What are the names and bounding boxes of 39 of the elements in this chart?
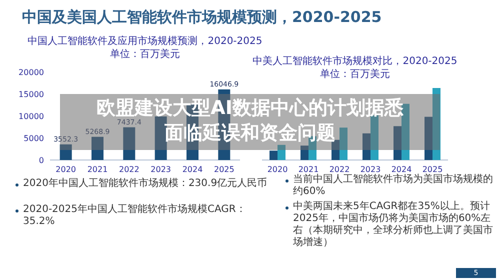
chart-subtitle: 单位：百万美元 [320, 68, 390, 80]
bar [123, 127, 136, 160]
chart-subtitle: 单位：百万美元 [110, 48, 180, 60]
bar [432, 88, 440, 160]
bar [402, 104, 410, 160]
text: 2020-2025年中国人工智能软件市场规模CAGR：35.2% [23, 204, 247, 228]
text: 2020年中国人工智能软件市场规模：230.9亿元人民币 [23, 178, 268, 190]
bar [362, 133, 370, 160]
y-tick-label: 0 [38, 156, 44, 165]
text: 中国及美国人工智能软件市场规模预测，2020-2025 [22, 8, 382, 27]
x-tick-label: 2023 [360, 165, 381, 174]
x-tick-label: 2024 [182, 165, 203, 174]
bar [92, 136, 104, 160]
x-tick-label: 2023 [150, 165, 172, 174]
bar [370, 115, 378, 160]
x-tick-label: 2020 [56, 165, 76, 174]
y-tick-label: 15000 [18, 90, 44, 99]
chart-title: 中国人工智能软件及应用市场规模预测，2020-2025 [28, 35, 262, 47]
text: 中美两国未来5年CAGR都在35%以上。预计2025年，中国市场仍将为美国市场的60%左右（本期研究中，全球分析师也上调了美国市场增速） [293, 201, 494, 249]
x-tick-label: 2022 [329, 165, 350, 174]
bar [60, 144, 72, 160]
bar [394, 126, 402, 160]
chart-title: 中美人工智能软件市场规模对比，2020-2025 [252, 55, 458, 67]
x-tick-label: 2025 [422, 165, 443, 174]
bar [278, 144, 286, 160]
x-tick-label: 2025 [214, 165, 234, 174]
y-tick-label: 20000 [18, 68, 44, 77]
bar [340, 128, 348, 160]
x-tick-label: 2021 [87, 165, 108, 174]
bar [424, 116, 432, 160]
x-tick-label: 2021 [298, 165, 319, 174]
x-tick-label: 2020 [267, 165, 288, 174]
y-tick-label: 5000 [24, 134, 44, 143]
x-tick-label: 2022 [118, 165, 140, 174]
bar [300, 146, 308, 160]
bar [270, 150, 278, 160]
text: 当前中国人工智能软件市场为美国市场规模的约60% [293, 174, 494, 198]
x-tick-label: 2024 [391, 165, 412, 174]
y-tick-label: 10000 [18, 112, 44, 121]
